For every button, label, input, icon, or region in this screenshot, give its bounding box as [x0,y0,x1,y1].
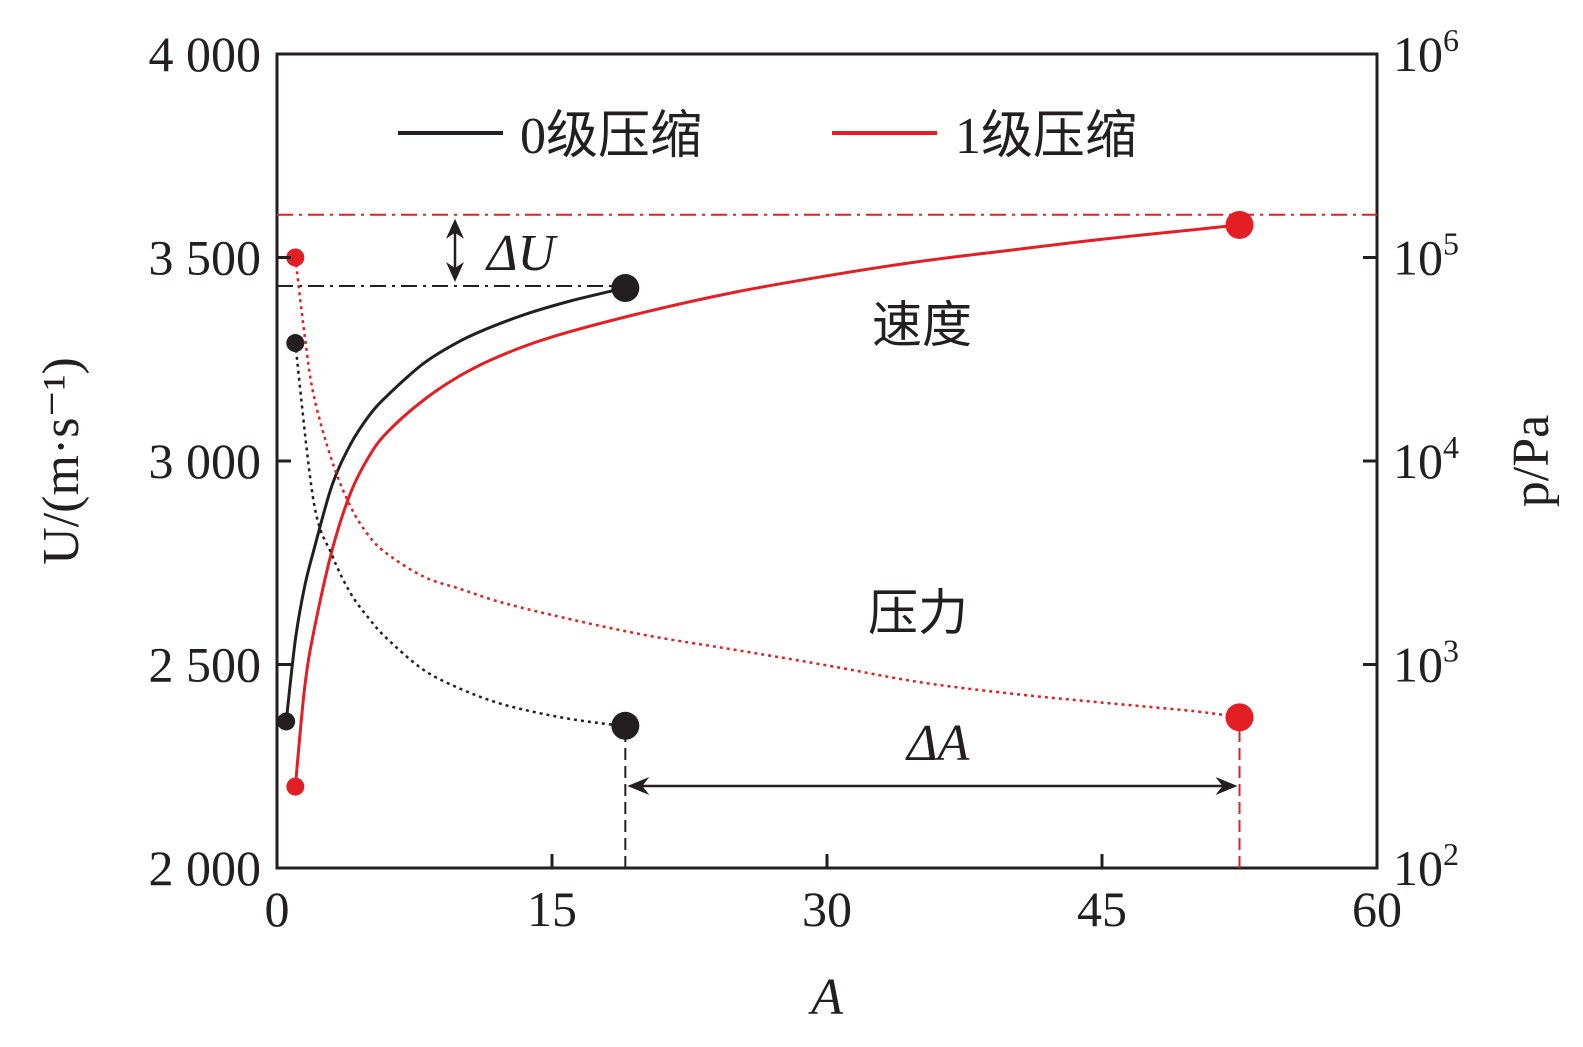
delta-a-arrowhead-right [1215,777,1238,795]
annotation-velocity: 速度 [872,296,972,354]
y-left-tick-label: 2 000 [149,840,262,896]
legend-label-series-1: 1级压缩 [955,108,1137,165]
x-tick-label: 60 [1352,881,1402,937]
series-line-1 [293,223,1240,787]
y-left-axis-title: U/(m·s⁻¹) [33,357,90,565]
delta-a-arrowhead-left [627,777,650,795]
y-right-tick-label: 103 [1393,633,1459,693]
x-axis-title: A [808,969,843,1026]
y-right-tick-label: 104 [1393,429,1459,489]
y-right-axis-title: p/Pa [1503,415,1560,507]
legend-label-series-0: 0级压缩 [520,108,702,165]
series-1-endpoint-0 [286,777,305,796]
series-0-endpoint-1 [611,274,640,303]
series-layer [277,210,1254,796]
x-tick-label: 0 [265,881,290,937]
series-2-endpoint-0 [286,334,305,353]
delta-u-arrowhead-top [446,218,464,239]
plot-area-frame [275,52,1379,870]
annotation-delta-u: ΔU [485,225,559,282]
ticks-layer: 0 15 30 45 60 2 000 2 500 3 000 3 500 4 000 102 103… [149,22,1460,937]
series-line-0 [284,286,626,722]
y-left-tick-label: 3 500 [149,230,262,286]
series-line-2 [294,342,626,728]
y-right-tick-label: 106 [1393,22,1459,82]
reference-lines [277,213,1377,868]
series-0-endpoint-0 [277,712,296,731]
x-tick-label: 15 [527,881,577,937]
y-left-tick-label: 3 000 [149,433,262,489]
y-left-tick-label: 4 000 [149,26,262,82]
delta-u-arrowhead-bottom [446,261,464,282]
x-tick-label: 45 [1077,881,1127,937]
series-1-endpoint-1 [1225,210,1254,239]
series-line-3 [294,257,1240,719]
annotation-pressure: 压力 [868,584,968,642]
annotation-arrows [446,218,1238,795]
x-tick-label: 30 [802,881,852,937]
y-right-tick-label: 102 [1393,836,1459,896]
legend: 0级压缩 1级压缩 [398,108,1137,165]
series-3-endpoint-0 [286,248,305,267]
series-2-endpoint-1 [611,711,640,740]
series-3-endpoint-1 [1225,703,1254,732]
annotation-delta-a: ΔA [905,715,970,772]
y-left-tick-label: 2 500 [149,637,262,693]
y-right-tick-label: 105 [1393,226,1459,286]
